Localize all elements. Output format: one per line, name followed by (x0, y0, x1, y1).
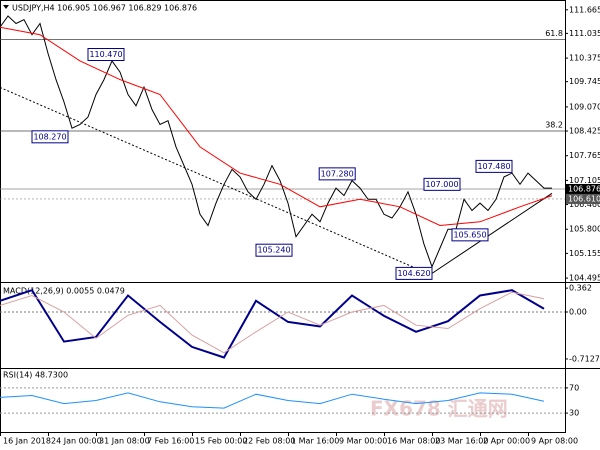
series-line (0, 291, 545, 354)
x-tick-label: 15 Feb 00:00 (195, 437, 247, 446)
x-tick-label: 23 Mar 16:00 (435, 437, 488, 446)
annotation-box (451, 228, 489, 242)
y-tick-label: 105.155 (569, 249, 600, 258)
annotation-box (475, 159, 513, 173)
frame (0, 0, 566, 433)
fib-level-label: 61.8 (545, 29, 563, 38)
annotation-label: 108.270 (33, 132, 66, 141)
trendline (0, 86, 433, 276)
annotation-label: 104.620 (397, 269, 430, 278)
trendline (431, 192, 553, 274)
price-box (566, 183, 600, 194)
y-tick-label: 109.745 (569, 77, 600, 86)
annotation-box (318, 167, 356, 181)
x-tick-label: 7 Feb 16:00 (147, 437, 194, 446)
symbol-icon (3, 5, 9, 9)
y-tick-label: 111.035 (569, 29, 600, 38)
y-tick-label: 30 (569, 409, 579, 418)
x-tick-label: 31 Jan 08:00 (99, 437, 150, 446)
panel-title: USDJPY,H4 106.905 106.967 106.829 106.87… (12, 4, 197, 13)
price-box-label: 106.876 (568, 184, 600, 193)
annotation-box (255, 243, 293, 257)
annotation-label: 105.240 (257, 246, 290, 255)
y-tick-label: 104.495 (569, 274, 600, 283)
x-tick-label: 9 Mar 00:00 (339, 437, 387, 446)
x-tick-label: 24 Jan 00:00 (51, 437, 102, 446)
y-tick-label: 0.362 (569, 284, 592, 293)
y-tick-label: 105.800 (569, 225, 600, 234)
series-line (0, 15, 552, 269)
annotation-label: 107.000 (425, 180, 458, 189)
annotation-box (87, 48, 125, 62)
x-tick-label: 16 Jan 2018 (3, 437, 51, 446)
y-tick-label: 107.765 (569, 151, 600, 160)
y-tick-label: 109.070 (569, 102, 600, 111)
fib-level-label: 38.2 (545, 121, 563, 130)
y-tick-label: 107.105 (569, 176, 600, 185)
x-tick-label: 1 Mar 16:00 (291, 437, 339, 446)
y-tick-label: -0.7127 (569, 354, 600, 363)
y-tick-label: 0.00 (569, 307, 587, 316)
annotation-box (395, 266, 433, 280)
y-tick-label: 110.375 (569, 54, 600, 63)
panel-title: RSI(14) 48.7300 (3, 371, 68, 380)
x-tick-label: 2 Apr 00:00 (483, 437, 530, 446)
y-tick-label: 70 (569, 383, 579, 392)
annotation-label: 105.650 (453, 230, 486, 239)
y-tick-label: 108.425 (569, 127, 600, 136)
panel-title: MACD(12,26,9) 0.0055 0.0479 (3, 287, 125, 296)
series-line (0, 289, 545, 359)
price-box-label: 106.610 (568, 194, 600, 203)
y-tick-label: 111.665 (569, 5, 600, 14)
price-box (566, 193, 600, 204)
annotation-label: 107.280 (321, 169, 354, 178)
annotation-label: 107.480 (477, 162, 510, 171)
annotation-box (423, 177, 461, 191)
annotation-label: 110.470 (89, 50, 122, 59)
annotation-box (31, 130, 69, 144)
x-tick-label: 9 Apr 08:00 (531, 437, 578, 446)
y-tick-label: 106.460 (569, 200, 600, 209)
series-line (0, 392, 545, 409)
x-tick-label: 16 Mar 08:00 (387, 437, 440, 446)
series-line (0, 26, 553, 227)
x-tick-label: 22 Feb 08:00 (243, 437, 295, 446)
